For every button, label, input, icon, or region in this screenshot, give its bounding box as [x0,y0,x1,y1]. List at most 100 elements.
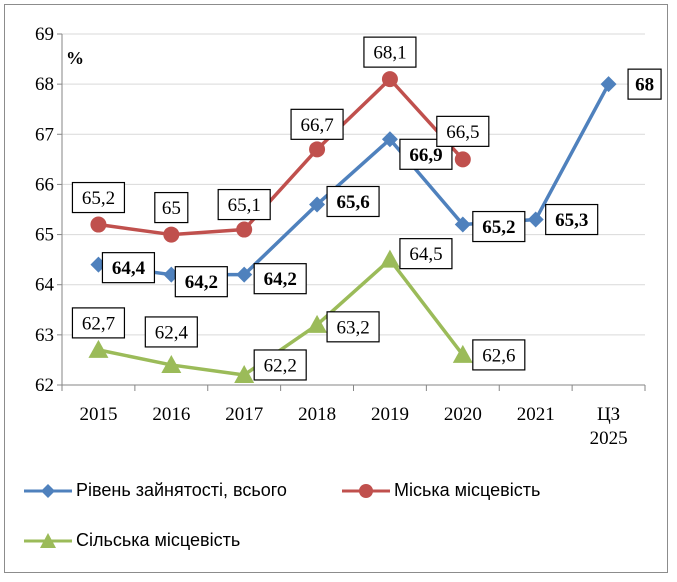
data-point [161,354,182,373]
data-label-box [174,266,228,298]
data-point [527,211,544,228]
data-label-text: 65,2 [482,217,515,238]
data-label-text: 65,2 [82,188,115,209]
y-tick-label: 65 [35,225,54,246]
data-label-box [627,68,662,100]
data-label-text: 63,2 [336,317,369,338]
data-label: 64,2 [174,266,228,298]
unit-label: % [66,48,84,68]
data-label-text: 65,6 [336,192,369,213]
data-label-box [154,191,189,224]
y-tick-label: 66 [35,174,54,195]
data-label: 68,1 [363,36,417,68]
y-tick-label: 64 [35,275,55,296]
x-tick-label: 2019 [371,404,409,425]
data-label-text: 65,3 [555,210,588,231]
data-label-text: 62,4 [155,322,189,343]
data-label-box [363,36,417,68]
data-label-text: 64,5 [409,244,442,265]
data-point [379,249,400,268]
x-tick-label: 2015 [79,404,117,425]
data-label: 66,5 [436,115,490,147]
data-label-text: 62,7 [82,313,115,334]
data-label: 65 [154,191,189,224]
y-tick-label: 69 [35,24,54,45]
data-label-text: 65 [162,198,181,219]
data-label-box [217,188,271,221]
diamond-icon [24,483,72,498]
series-line-1 [98,77,465,237]
data-label: 65,6 [326,185,380,218]
data-label: 62,4 [144,316,198,348]
data-point [454,151,471,168]
data-label-text: 62,6 [482,345,515,366]
x-tick-label: 2016 [152,404,190,425]
data-point [236,221,253,238]
data-point [454,216,471,233]
data-point [309,141,326,158]
data-labels: 64,4 64,2 64,2 65,6 66,9 65,2 65,3 68 65,2 65 65,1… [71,36,662,381]
data-label: 66,7 [290,108,344,140]
data-label-box [472,339,526,371]
data-label: 62,7 [71,307,126,339]
data-label: 68 [627,68,662,100]
x-tick-label: 2021 [517,404,555,425]
data-point [309,196,326,213]
data-label-box [436,115,490,147]
data-point [600,76,617,93]
data-point [236,266,253,283]
x-tick-label: 2018 [298,404,336,425]
y-tick-label: 67 [35,124,54,145]
data-point [90,216,107,233]
data-label: 62,6 [472,339,526,371]
legend-item-rural: Сільська місцевість [24,530,240,551]
legend-item-total: Рівень зайнятості, всього [24,480,287,501]
legend-label-rural: Сільська місцевість [76,530,241,550]
data-label-box [290,108,344,140]
data-label-box [326,311,380,343]
x-tick-label: 2020 [444,404,482,425]
data-label-text: 64,4 [112,258,146,279]
data-label-text: 65,1 [228,195,261,216]
data-label-box [71,307,126,339]
gridlines [62,33,645,336]
x-tick-label: ЦЗ 2025 [590,404,628,449]
legend-item-urban: Міська місцевість [342,480,540,501]
data-label-box [326,185,380,218]
data-label-box [101,252,156,284]
legend-label-urban: Міська місцевість [394,480,541,500]
data-label: 65,1 [217,188,271,221]
data-label: 64,2 [253,263,307,295]
data-point [381,131,398,148]
data-label-box [144,316,198,348]
y-tick-label: 63 [35,325,54,346]
data-label-box [399,238,453,270]
data-label-text: 66,5 [446,122,479,143]
data-label-box [545,203,599,236]
data-label: 63,2 [326,311,380,343]
data-label: 65,2 [472,210,526,243]
data-point [307,314,328,333]
data-label-box [71,181,126,214]
axes: 62 63 64 65 66 67 68 69 2015 2016 2017 2018 2019 2020… [35,24,646,449]
data-label: 65,2 [71,181,126,214]
data-label-text: 62,2 [264,355,297,376]
data-label: 65,3 [545,203,599,236]
data-label-box [253,263,307,295]
circle-icon [342,483,390,498]
data-label-text: 66,9 [409,145,442,166]
data-point [381,71,398,88]
triangle-icon [24,532,72,548]
data-point [234,364,255,383]
data-label-text: 68 [635,75,654,96]
data-point [163,226,180,243]
data-point [452,344,473,363]
data-label-text: 66,7 [300,115,333,136]
chart-frame [4,4,668,573]
data-label: 64,5 [399,238,453,270]
data-label-text: 68,1 [373,43,406,64]
data-label-text: 64,2 [185,272,218,293]
data-label: 64,4 [101,252,156,284]
legend-label-total: Рівень зайнятості, всього [76,480,287,500]
